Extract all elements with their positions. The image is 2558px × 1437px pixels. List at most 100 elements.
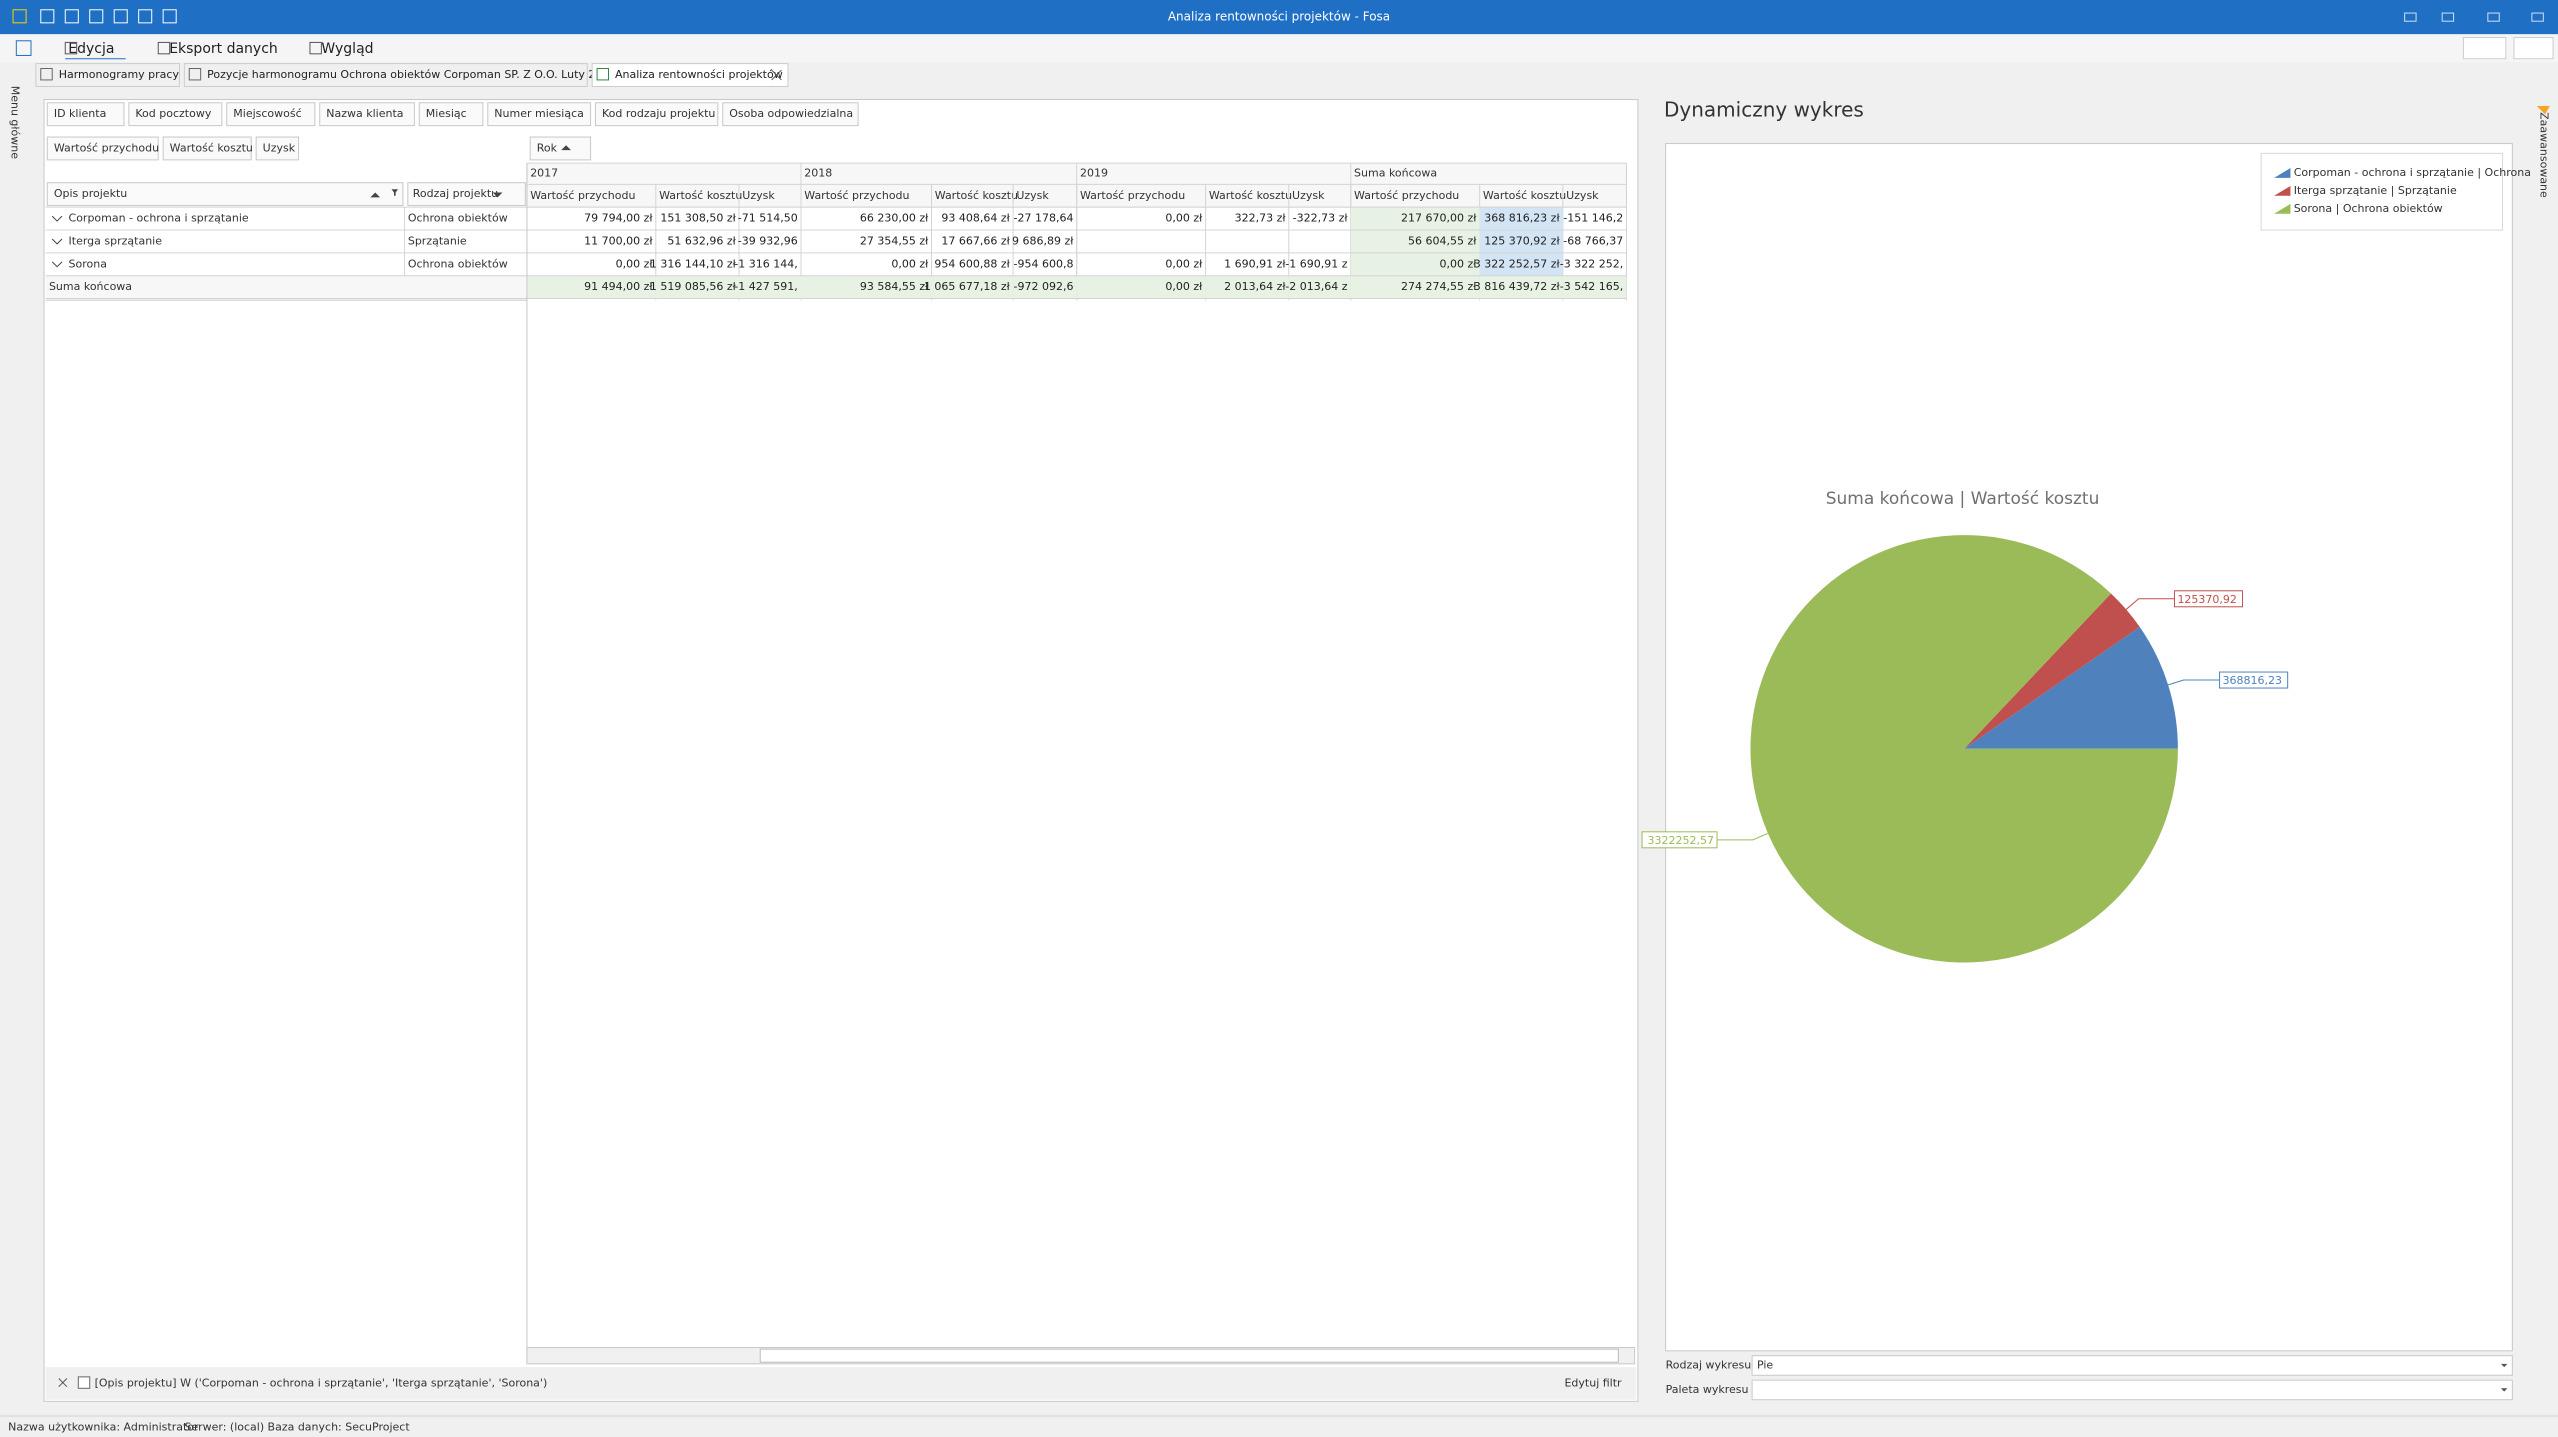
status-bar: [0, 1416, 2558, 1437]
data-field-button[interactable]: [255, 136, 300, 161]
scrollbar-thumb[interactable]: [759, 1348, 1619, 1363]
measure-header: Wartość kosztu: [1483, 189, 1566, 202]
filter-field-button[interactable]: [594, 102, 719, 127]
cell-value: -71 514,50: [738, 212, 798, 225]
filter-field-button[interactable]: [722, 102, 859, 127]
cell-background: [1350, 230, 1480, 253]
help-button[interactable]: [2513, 37, 2554, 60]
data-field-button[interactable]: [162, 136, 252, 161]
toolbar-icon[interactable]: [64, 9, 79, 24]
app-menu-icon[interactable]: [15, 40, 32, 56]
window-control[interactable]: [2404, 12, 2417, 22]
row-field-button[interactable]: [407, 182, 526, 207]
filter-field-label: Nazwa klienta: [326, 107, 403, 120]
status-item: Serwer: (local): [184, 1420, 264, 1433]
window-control[interactable]: [2487, 12, 2500, 22]
cell-value: -972 092,6: [1013, 280, 1073, 293]
cell-value: -954 600,8: [1013, 257, 1073, 270]
data-label-box: [1641, 831, 1718, 849]
language-button[interactable]: [2462, 37, 2507, 60]
legend-box: [2260, 152, 2504, 231]
document-tab[interactable]: [183, 63, 588, 87]
filter-field-button[interactable]: [418, 102, 484, 127]
data-field-button[interactable]: [46, 136, 159, 161]
filter-field-button[interactable]: [226, 102, 316, 127]
filter-field-button[interactable]: [487, 102, 592, 127]
year-header: Suma końcowa: [1354, 167, 1437, 180]
cell-background: [1479, 230, 1563, 253]
column-field-button[interactable]: [529, 136, 592, 161]
chart-type-select[interactable]: [1751, 1355, 2513, 1376]
cell-value: 322,73 zł: [1235, 212, 1287, 225]
cell-value: 0,00 zł: [1165, 280, 1203, 293]
row-header: [45, 207, 527, 231]
cell-value: 1 065 677,18 zł: [924, 280, 1011, 293]
title-bar: [0, 0, 2558, 35]
cell-background: [801, 275, 932, 299]
expand-chevron[interactable]: [51, 238, 63, 245]
project-name: Iterga sprzątanie: [69, 234, 163, 247]
cell-background: [1479, 207, 1563, 231]
legend-label: Corpoman - ochrona i sprzątanie | Ochron…: [2294, 166, 2531, 179]
filter-icon[interactable]: [391, 189, 399, 196]
cell-value: 11 700,00 zł: [584, 234, 653, 247]
chart-type-value: Pie: [1757, 1358, 1773, 1371]
dropdown-arrow: [492, 192, 503, 198]
data-field-label: Uzysk: [263, 141, 296, 154]
cell-background: [1350, 207, 1480, 231]
edit-filter-link[interactable]: Edytuj filtr: [1564, 1376, 1622, 1389]
cell-value: -3 542 165,: [1560, 280, 1623, 293]
document-tab[interactable]: [35, 63, 180, 87]
window-control[interactable]: [2531, 12, 2544, 22]
cell-value: -2 013,64 z: [1285, 280, 1347, 293]
cell-background: [655, 275, 740, 299]
toolbar-icon[interactable]: [40, 9, 55, 24]
ribbon-tab-label: Wygląd: [321, 41, 373, 57]
filter-field-button[interactable]: [46, 102, 125, 127]
cell-background: [526, 275, 656, 299]
cell-background: [1350, 252, 1480, 276]
close-tab-icon[interactable]: [771, 69, 782, 81]
row-field-button[interactable]: [46, 182, 404, 207]
palette-select[interactable]: [1751, 1379, 2513, 1401]
toolbar-icon[interactable]: [113, 9, 128, 24]
toolbar-icon[interactable]: [162, 9, 177, 24]
expand-chevron[interactable]: [51, 215, 63, 222]
toolbar-icon[interactable]: [89, 9, 104, 24]
filter-field-label: ID klienta: [54, 107, 107, 120]
cell-value: 368 816,23 zł: [1484, 212, 1560, 225]
expand-chevron[interactable]: [51, 261, 63, 268]
toolbar-icon[interactable]: [138, 9, 153, 24]
cell-value: -151 146,2: [1563, 212, 1623, 225]
document-tab[interactable]: [591, 63, 789, 87]
year-header: 2017: [530, 167, 558, 180]
cell-value: -1 316 144,: [734, 257, 797, 270]
pie-slice: [1750, 535, 2178, 963]
filter-checkbox[interactable]: [77, 1376, 91, 1389]
sort-arrow: [370, 192, 381, 198]
filter-bar: [45, 1367, 1637, 1400]
window-title: Analiza rentowności projektów - Fosa: [1168, 10, 1390, 24]
data-field-label: Wartość przychodu: [54, 141, 159, 154]
dropdown-arrow: [2500, 1388, 2508, 1392]
filter-field-label: Kod pocztowy: [135, 107, 211, 120]
filter-field-button[interactable]: [128, 102, 223, 127]
cell-value: 2 013,64 zł: [1224, 280, 1286, 293]
clear-filter-icon[interactable]: [58, 1378, 68, 1388]
filter-field-button[interactable]: [319, 102, 415, 127]
document-tab-label: Harmonogramy pracy: [59, 68, 180, 81]
data-label: 3322252,57: [1648, 834, 1714, 847]
left-sidebar-label: Menu główne: [9, 86, 22, 160]
cell-value: 151 308,50 zł: [660, 212, 736, 225]
right-sidebar-icon: [2536, 106, 2550, 115]
ribbon-tab-icon: [309, 41, 322, 55]
dropdown-arrow: [2500, 1363, 2508, 1368]
window-control[interactable]: [2441, 12, 2455, 22]
cell-value: 0,00 zł: [616, 257, 654, 270]
project-type: Ochrona obiektów: [408, 257, 508, 270]
chart-panel-title: Dynamiczny wykres: [1664, 97, 1864, 121]
chart-title: Suma końcowa | Wartość kosztu: [1826, 489, 2100, 509]
toolbar-icon[interactable]: [12, 9, 27, 24]
cell-background: [1288, 275, 1351, 299]
